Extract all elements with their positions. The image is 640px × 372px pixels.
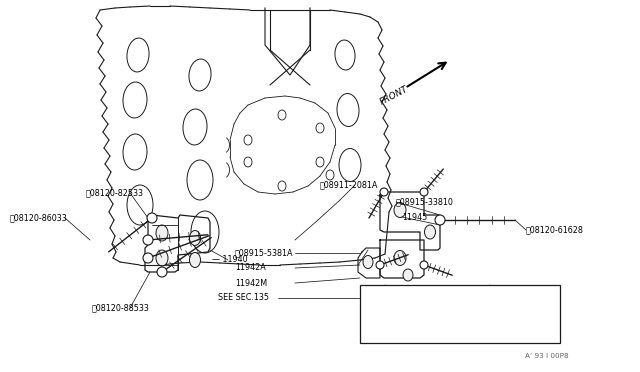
Ellipse shape [435, 215, 445, 225]
Ellipse shape [380, 188, 388, 196]
Ellipse shape [157, 267, 167, 277]
Ellipse shape [394, 250, 406, 266]
Ellipse shape [363, 256, 373, 269]
Text: ⒲08120-86033: ⒲08120-86033 [10, 214, 68, 222]
Ellipse shape [147, 213, 157, 223]
Text: ⒲08120-88533: ⒲08120-88533 [92, 304, 150, 312]
Ellipse shape [426, 301, 434, 309]
Ellipse shape [420, 261, 428, 269]
Text: SEE SEC.135: SEE SEC.135 [218, 294, 269, 302]
Text: Ⓢ08915-5381A: Ⓢ08915-5381A [235, 248, 294, 257]
Ellipse shape [189, 231, 200, 246]
Text: ⒲08120-82533: ⒲08120-82533 [86, 189, 144, 198]
Ellipse shape [496, 301, 504, 309]
Text: ⓝ08911-2081A: ⓝ08911-2081A [320, 180, 378, 189]
Text: Ⓢ08915-4381A: Ⓢ08915-4381A [363, 294, 421, 302]
Ellipse shape [143, 253, 153, 263]
Text: 11942A: 11942A [235, 263, 266, 273]
Ellipse shape [156, 250, 168, 266]
Text: Ⓢ08915-33810: Ⓢ08915-33810 [396, 198, 454, 206]
Text: 11942M: 11942M [235, 279, 267, 288]
Text: 11945: 11945 [402, 212, 428, 221]
Text: FRONT: FRONT [378, 85, 410, 107]
Ellipse shape [424, 225, 435, 239]
Ellipse shape [403, 269, 413, 281]
Text: ⒲08010-8751A: ⒲08010-8751A [453, 294, 511, 302]
Text: Ⓢ08915-3381A: Ⓢ08915-3381A [395, 314, 453, 323]
Ellipse shape [143, 235, 153, 245]
Text: ⒲08120-61628: ⒲08120-61628 [526, 225, 584, 234]
Ellipse shape [394, 202, 406, 218]
Ellipse shape [376, 261, 384, 269]
Ellipse shape [189, 253, 200, 267]
Bar [360, 285, 560, 343]
Text: A’ 93 I 00P8: A’ 93 I 00P8 [525, 353, 568, 359]
Ellipse shape [374, 301, 382, 309]
Ellipse shape [420, 188, 428, 196]
Text: — 11940: — 11940 [212, 256, 248, 264]
Ellipse shape [156, 225, 168, 241]
